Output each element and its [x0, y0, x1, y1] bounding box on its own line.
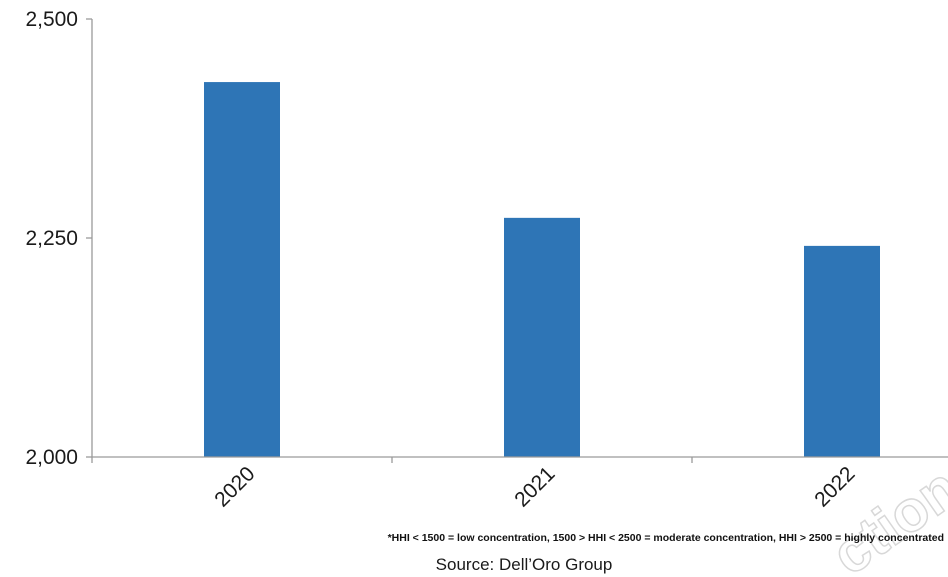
bar-2022 [804, 245, 880, 457]
x-tick-label: 2022 [810, 462, 859, 511]
x-axis-labels: 2020 2021 2022 [210, 462, 859, 511]
source-label: Source: Dell’Oro Group [436, 555, 613, 574]
y-tick-label: 2,500 [25, 8, 78, 31]
footnote: *HHI < 1500 = low concentration, 1500 > … [388, 532, 944, 544]
x-tick-label: 2021 [510, 462, 559, 511]
y-tick-label: 2,000 [25, 446, 78, 469]
bar-2021 [504, 217, 580, 457]
bar-group [204, 82, 880, 458]
bar-2020 [204, 82, 280, 458]
y-tick-label: 2,250 [25, 227, 78, 250]
x-tick-label: 2020 [210, 462, 259, 511]
y-axis-ticks: 2,000 2,250 2,500 [25, 8, 92, 469]
